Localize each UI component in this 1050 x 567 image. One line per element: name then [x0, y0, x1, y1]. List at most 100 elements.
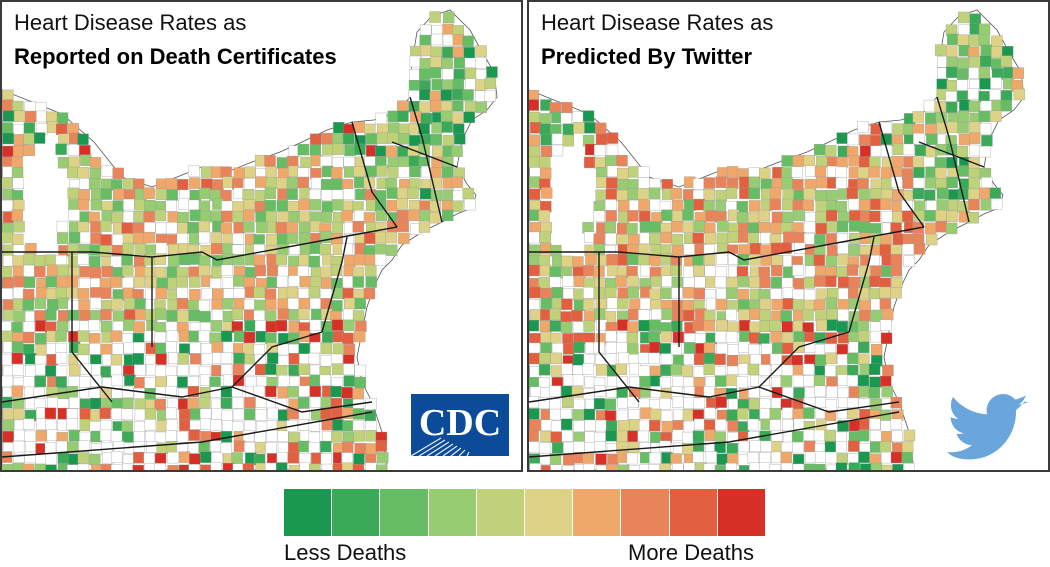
county-cell — [659, 343, 671, 355]
county-cell — [605, 210, 617, 222]
county-cell — [79, 231, 92, 244]
county-cell — [77, 221, 90, 233]
county-cell — [683, 397, 695, 409]
county-cell — [835, 462, 848, 470]
county-cell — [715, 199, 727, 212]
county-cell — [782, 211, 794, 224]
county-cell — [286, 177, 299, 189]
county-cell — [13, 265, 25, 278]
county-cell — [45, 276, 58, 288]
county-cell — [100, 343, 112, 356]
county-cell — [154, 365, 167, 377]
county-cell — [980, 100, 993, 113]
county-cell — [638, 419, 651, 432]
county-cell — [748, 187, 760, 200]
county-cell — [860, 463, 872, 470]
county-cell — [78, 440, 91, 452]
county-cell — [110, 464, 123, 470]
county-cell — [2, 145, 14, 158]
county-cell — [277, 386, 289, 399]
county-cell — [726, 409, 739, 421]
county-cell — [242, 463, 255, 470]
county-cell — [353, 121, 366, 133]
county-cell — [661, 209, 673, 222]
county-cell — [562, 134, 574, 147]
county-cell — [155, 353, 167, 365]
county-cell — [539, 167, 552, 180]
county-cell — [826, 221, 839, 233]
county-cell — [123, 178, 135, 190]
county-cell — [803, 289, 816, 301]
county-cell — [694, 276, 706, 288]
county-cell — [2, 365, 15, 377]
county-cell — [177, 211, 189, 224]
county-cell — [638, 365, 650, 377]
county-cell — [857, 121, 869, 133]
county-cell — [144, 408, 157, 420]
county-cell — [671, 210, 684, 222]
county-cell — [683, 462, 695, 470]
county-cell — [858, 353, 870, 365]
county-cell — [529, 231, 540, 244]
county-cell — [211, 364, 223, 377]
county-cell — [298, 288, 310, 300]
county-cell — [13, 110, 26, 123]
county-cell — [464, 198, 476, 211]
county-cell — [475, 101, 487, 113]
county-cell — [782, 198, 794, 211]
county-cell — [978, 34, 990, 46]
county-cell — [693, 397, 705, 409]
county-cell — [606, 297, 619, 309]
county-cell — [769, 407, 781, 420]
county-cell — [154, 452, 167, 465]
county-cell — [703, 419, 716, 431]
county-cell — [154, 331, 167, 344]
legend-swatch — [573, 489, 621, 536]
county-cell — [110, 354, 123, 366]
county-cell — [243, 298, 256, 311]
county-cell — [463, 47, 475, 59]
county-cell — [593, 233, 605, 245]
county-cell — [738, 309, 750, 321]
county-cell — [957, 11, 970, 24]
county-cell — [100, 419, 112, 432]
county-cell — [956, 146, 969, 158]
county-cell — [815, 190, 827, 202]
county-cell — [288, 309, 300, 321]
county-cell — [287, 386, 299, 398]
county-cell — [344, 255, 356, 267]
county-cell — [168, 352, 180, 364]
county-cell — [198, 220, 210, 233]
county-cell — [277, 308, 290, 320]
cdc-logo-text: CDC — [419, 402, 501, 444]
county-cell — [299, 276, 312, 288]
county-cell — [1000, 99, 1012, 112]
county-cell — [123, 211, 136, 223]
county-cell — [726, 443, 738, 455]
county-cell — [693, 366, 706, 378]
county-cell — [737, 363, 750, 375]
county-cell — [980, 177, 993, 189]
county-cell — [913, 166, 925, 179]
county-cell — [122, 431, 134, 443]
county-cell — [265, 462, 277, 470]
county-cell — [605, 430, 617, 442]
color-scale-legend — [284, 489, 766, 536]
legend-swatch — [380, 489, 428, 536]
county-cell — [529, 156, 540, 168]
county-cell — [189, 276, 201, 288]
county-cell — [550, 464, 562, 470]
county-cell — [418, 122, 430, 135]
county-cell — [607, 165, 619, 177]
county-cell — [761, 343, 773, 355]
county-cell — [200, 166, 213, 178]
county-cell — [288, 432, 300, 444]
county-cell — [925, 166, 937, 178]
county-cell — [55, 365, 68, 377]
county-cell — [320, 266, 332, 278]
county-cell — [56, 220, 69, 233]
county-cell — [573, 122, 585, 134]
county-cell — [958, 45, 970, 57]
county-cell — [12, 462, 24, 470]
county-cell — [375, 440, 387, 452]
